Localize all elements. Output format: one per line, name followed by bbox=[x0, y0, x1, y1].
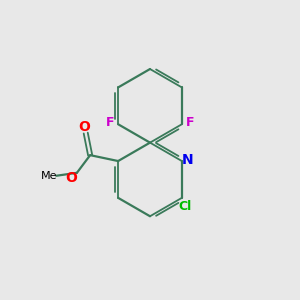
Text: N: N bbox=[182, 153, 193, 166]
Text: O: O bbox=[66, 171, 77, 185]
Text: O: O bbox=[78, 120, 90, 134]
Text: F: F bbox=[186, 116, 194, 129]
Text: F: F bbox=[106, 116, 114, 129]
Text: Me: Me bbox=[41, 171, 57, 181]
Text: Cl: Cl bbox=[178, 200, 191, 213]
